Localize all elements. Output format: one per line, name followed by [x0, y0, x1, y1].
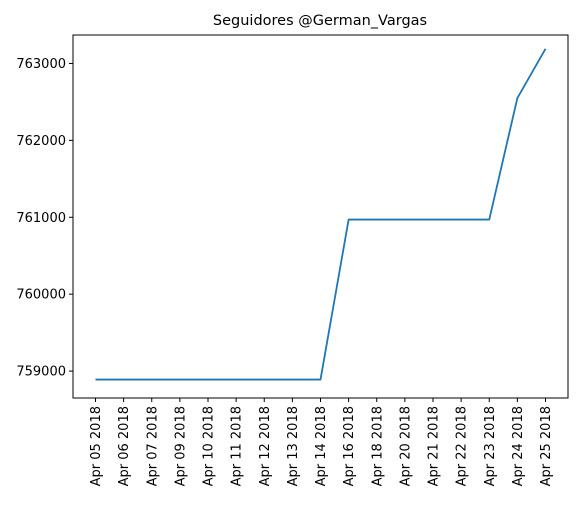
x-tick-label: Apr 12 2018	[258, 406, 273, 486]
x-tick-label: Apr 18 2018	[370, 406, 385, 486]
x-tick-label: Apr 25 2018	[539, 406, 554, 486]
y-tick-label: 759000	[16, 365, 66, 380]
y-tick-label: 763000	[16, 57, 66, 72]
x-tick-label: Apr 23 2018	[483, 406, 498, 486]
x-tick-label: Apr 21 2018	[427, 406, 442, 486]
y-axis: 759000 760000 761000 762000 763000	[16, 57, 73, 380]
x-tick-label: Apr 07 2018	[145, 406, 160, 486]
x-tick-label: Apr 11 2018	[230, 406, 245, 486]
x-axis: Apr 05 2018 Apr 06 2018 Apr 07 2018 Apr 09 …	[89, 398, 554, 486]
plot-frame	[72, 34, 569, 399]
series-line	[95, 48, 547, 381]
x-tick-label: Apr 22 2018	[455, 406, 470, 486]
y-tick-label: 762000	[16, 134, 66, 149]
x-tick-label: Apr 06 2018	[117, 406, 132, 486]
x-tick-label: Apr 14 2018	[314, 406, 329, 486]
x-tick-label: Apr 20 2018	[398, 406, 413, 486]
x-tick-label: Apr 10 2018	[202, 406, 217, 486]
y-tick-label: 761000	[16, 211, 66, 226]
x-tick-label: Apr 16 2018	[342, 406, 357, 486]
chart-title: Seguidores @German_Vargas	[213, 13, 427, 29]
y-tick-label: 760000	[16, 288, 66, 303]
x-tick-label: Apr 09 2018	[173, 406, 188, 486]
x-tick-label: Apr 24 2018	[511, 406, 526, 486]
x-tick-label: Apr 05 2018	[89, 406, 104, 486]
x-tick-label: Apr 13 2018	[286, 406, 301, 486]
